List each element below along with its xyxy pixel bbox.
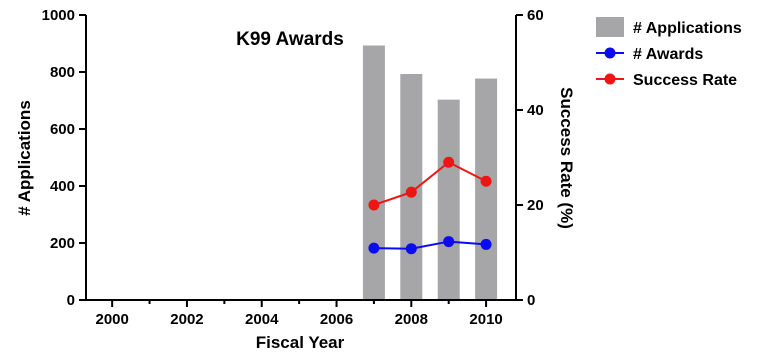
line-success-rate xyxy=(373,161,487,206)
y-right-tick-label-40: 40 xyxy=(527,102,544,119)
point-success-rate-2009 xyxy=(443,156,455,168)
point-success-rate-2010 xyxy=(480,175,492,187)
y-axis-right-title: Success Rate (%) xyxy=(557,87,576,229)
point-awards-2009 xyxy=(443,236,455,248)
applications-bars xyxy=(362,45,498,301)
point-awards-2007 xyxy=(368,242,380,254)
x-axis-title: Fiscal Year xyxy=(256,333,345,352)
bar-applications-2007 xyxy=(362,45,385,301)
y-right-tick-label-60: 60 xyxy=(527,7,544,24)
x-tick-label-2004: 2004 xyxy=(245,311,279,328)
y-left-tick-label-400: 400 xyxy=(50,178,75,195)
point-awards-2010 xyxy=(480,238,492,250)
point-awards-2008 xyxy=(405,243,417,255)
y-left-tick-label-600: 600 xyxy=(50,121,75,138)
legend-marker-awards xyxy=(604,47,616,59)
x-tick-label-2008: 2008 xyxy=(395,311,428,328)
legend-label-awards: # Awards xyxy=(633,46,703,63)
y-left-tick-label-800: 800 xyxy=(50,64,75,81)
y-right-tick-label-20: 20 xyxy=(527,197,544,214)
legend: # Applications # Awards Success Rate xyxy=(596,17,742,89)
point-success-rate-2008 xyxy=(405,186,417,198)
y-axis-left-title: # Applications xyxy=(15,100,34,216)
line-series xyxy=(368,156,492,255)
y-left-tick-label-200: 200 xyxy=(50,235,75,252)
x-tick-label-2002: 2002 xyxy=(170,311,203,328)
x-tick-label-2006: 2006 xyxy=(320,311,353,328)
bar-applications-2009 xyxy=(437,99,460,301)
bar-applications-2010 xyxy=(475,78,498,301)
line-awards xyxy=(373,240,487,250)
chart-title: K99 Awards xyxy=(236,29,344,50)
y-left-tick-label-0: 0 xyxy=(67,292,75,309)
legend-marker-success-rate xyxy=(604,73,616,85)
legend-label-success-rate: Success Rate xyxy=(633,72,737,89)
y-left-tick-label-1000: 1000 xyxy=(42,7,75,24)
axes: 2000 2002 2004 2006 2008 20100200400600800100… xyxy=(42,7,544,328)
x-tick-label-2010: 2010 xyxy=(469,311,502,328)
legend-label-applications: # Applications xyxy=(633,20,742,37)
y-right-tick-label-0: 0 xyxy=(527,292,535,309)
point-success-rate-2007 xyxy=(368,199,380,211)
x-tick-label-2000: 2000 xyxy=(95,311,128,328)
legend-swatch-applications xyxy=(596,17,624,37)
